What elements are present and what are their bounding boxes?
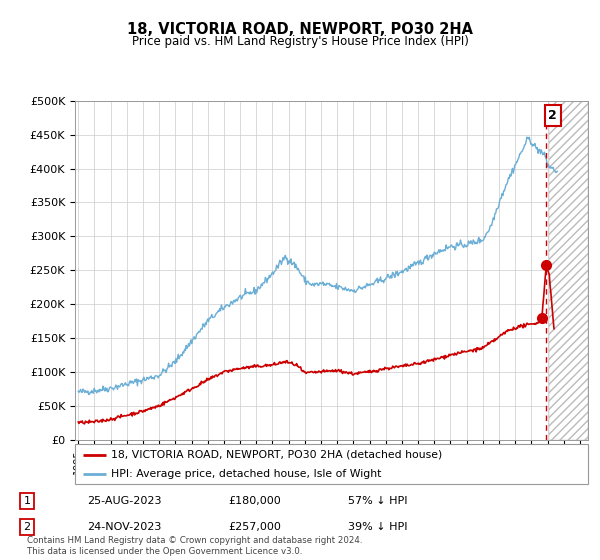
Text: 18, VICTORIA ROAD, NEWPORT, PO30 2HA: 18, VICTORIA ROAD, NEWPORT, PO30 2HA <box>127 22 473 38</box>
Text: 39% ↓ HPI: 39% ↓ HPI <box>348 522 407 532</box>
Text: 24-NOV-2023: 24-NOV-2023 <box>87 522 161 532</box>
Text: 2: 2 <box>23 522 31 532</box>
Text: £180,000: £180,000 <box>228 496 281 506</box>
Text: 18, VICTORIA ROAD, NEWPORT, PO30 2HA (detached house): 18, VICTORIA ROAD, NEWPORT, PO30 2HA (de… <box>111 450 442 460</box>
Bar <box>549 101 588 440</box>
Text: Contains HM Land Registry data © Crown copyright and database right 2024.
This d: Contains HM Land Registry data © Crown c… <box>27 536 362 556</box>
Text: HPI: Average price, detached house, Isle of Wight: HPI: Average price, detached house, Isle… <box>111 469 381 478</box>
Text: Price paid vs. HM Land Registry's House Price Index (HPI): Price paid vs. HM Land Registry's House … <box>131 35 469 48</box>
Text: 2: 2 <box>548 109 557 122</box>
Text: 57% ↓ HPI: 57% ↓ HPI <box>348 496 407 506</box>
Text: £257,000: £257,000 <box>228 522 281 532</box>
Text: 25-AUG-2023: 25-AUG-2023 <box>87 496 161 506</box>
Text: 1: 1 <box>23 496 31 506</box>
